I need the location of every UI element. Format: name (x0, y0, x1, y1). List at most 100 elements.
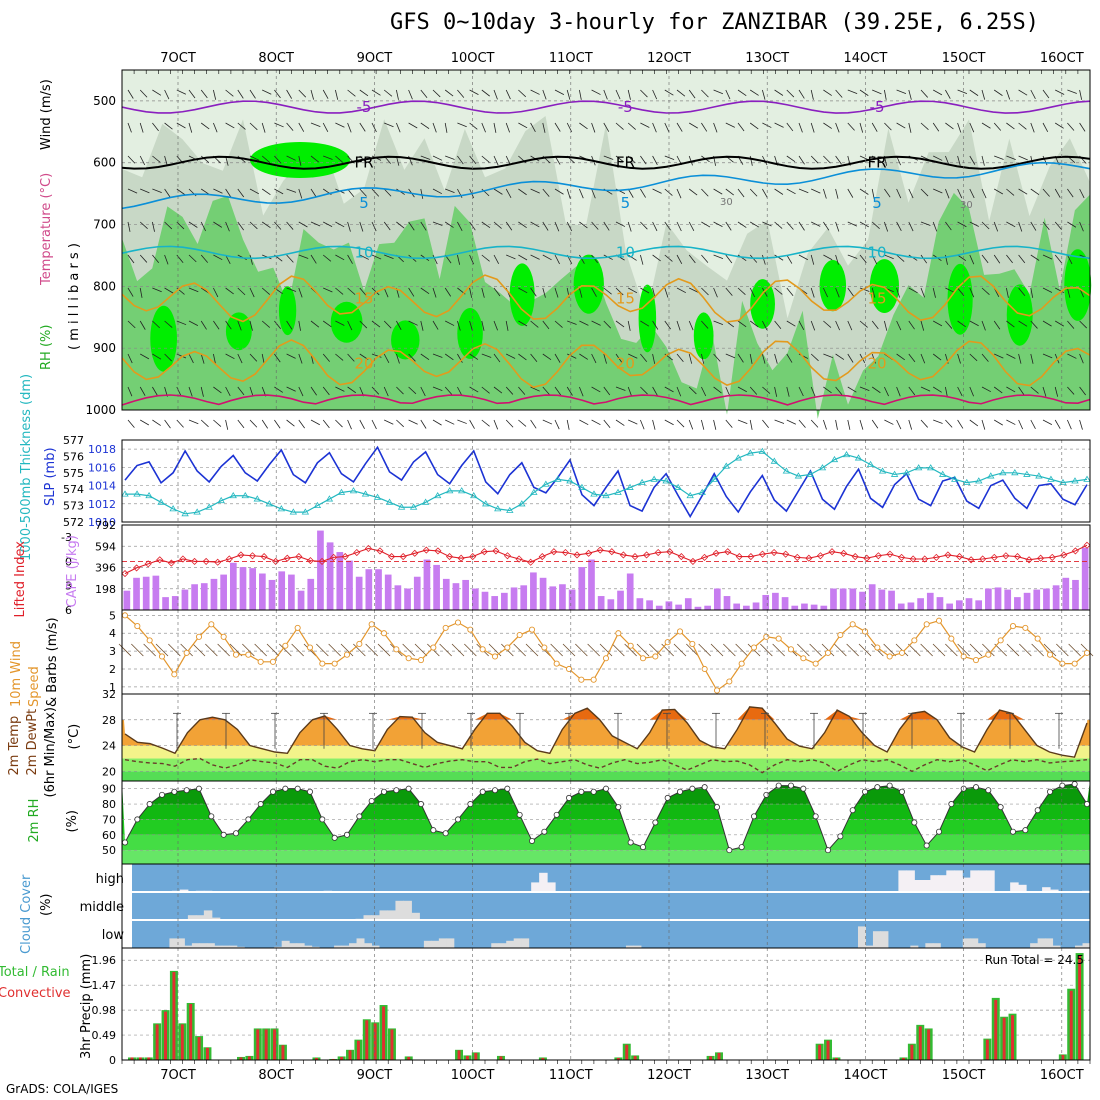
thickness-point (277, 505, 286, 512)
wind-barb (823, 254, 833, 261)
wind-barb (286, 122, 294, 131)
wind-barb (310, 254, 317, 264)
cloud-bar-low (214, 945, 223, 948)
precip-convective-bar (994, 999, 998, 1060)
wind-barb (493, 89, 498, 100)
wind-barb (481, 287, 485, 298)
wind-barb (505, 221, 513, 231)
wind-barb (786, 386, 790, 397)
wind-barb (298, 419, 305, 429)
wind-barb (396, 353, 400, 364)
wind-speed-point (146, 637, 153, 644)
wind-barb-10m (291, 643, 304, 657)
wind-barb (933, 155, 943, 161)
wind-barb-10m (118, 643, 132, 657)
thickness-point (133, 490, 141, 497)
wind-barb (676, 320, 681, 331)
wind-barb (871, 188, 875, 199)
wind-barb (676, 353, 684, 362)
wind-barb (945, 287, 955, 293)
cloud-unit-label: (%) (39, 894, 54, 917)
wind-barb (969, 386, 974, 397)
cape-bar (568, 589, 576, 610)
cape-bar (704, 605, 711, 610)
wind-barb (798, 320, 805, 330)
thickness-point (746, 449, 755, 456)
cloud-bar-low (498, 943, 507, 948)
wind-barb-10m (451, 643, 465, 657)
wind-speed-point (183, 649, 190, 656)
wind-barb (1006, 419, 1016, 425)
wind-barb (579, 320, 589, 326)
wind-speed-point (849, 621, 856, 628)
cloud-bar-high (962, 877, 971, 892)
thickness-point (794, 472, 803, 479)
rh-saturated-patch (573, 254, 604, 314)
date-label-top: 10OCT (451, 51, 495, 66)
wind-barb (993, 386, 1003, 394)
lifted-index-point (480, 548, 488, 556)
wind-barb (1030, 419, 1036, 430)
wind-barb (689, 287, 699, 293)
wind-barb (310, 221, 321, 227)
cape-bar (355, 576, 363, 610)
wind-speed-point (664, 639, 671, 646)
rh-band (122, 850, 1090, 864)
wind-barb (127, 353, 133, 364)
cape-bar (588, 559, 595, 610)
rh-point (171, 788, 178, 795)
date-label-bottom: 14OCT (844, 1068, 888, 1083)
panel-frame (121, 439, 1091, 523)
wind-barb (1067, 320, 1075, 329)
wind-barb (762, 386, 771, 394)
lifted-index-point (1071, 547, 1079, 555)
wind-barb (493, 353, 501, 363)
precip-tick-label: 1.47 (92, 979, 117, 992)
wind-barb (1042, 386, 1047, 397)
slp-line (124, 445, 1088, 519)
wind-barb-10m (587, 643, 600, 657)
rh-point (775, 782, 782, 789)
wind-barb (445, 320, 455, 326)
date-label-top: 8OCT (258, 51, 294, 66)
cloud-bar-high (906, 870, 915, 892)
cloud-bar-low (289, 943, 298, 948)
wind-barb (139, 122, 144, 133)
wind-barb (505, 419, 514, 428)
wind-barb (1030, 188, 1040, 196)
wind-barb (688, 419, 694, 430)
wind-barb (371, 419, 377, 430)
wind-barb (579, 89, 582, 100)
cape-bar (1033, 589, 1041, 610)
rh-point (837, 833, 844, 840)
wind-barb (237, 287, 246, 296)
wind-barb (249, 122, 258, 131)
wind-barb (640, 188, 646, 198)
wind-barb-10m (525, 643, 539, 657)
rh-saturated-patch (947, 263, 973, 335)
temp-ylabel: 2m Temp 2m DewPt (6hr Min/Max) (°C) (7, 707, 82, 797)
cross-section-ylabels: RH (%)Temperature (°C)Wind (m/s) (39, 79, 54, 370)
wind-barb (213, 89, 217, 100)
wind-barb (542, 254, 552, 261)
wind-barb (664, 419, 674, 426)
lifted-index-point (747, 553, 755, 561)
lifted-index-axis-label: Lifted Index (13, 541, 28, 618)
wind-barb (213, 221, 223, 228)
cape-bar (307, 578, 315, 610)
wind-barb (347, 254, 353, 264)
cloud-bar-middle (379, 910, 388, 920)
wind-barb (786, 419, 797, 425)
lifted-index-point (608, 548, 616, 556)
thickness-point (578, 483, 586, 490)
wind-barb (957, 122, 962, 133)
lifted-index-point (1037, 554, 1045, 562)
wind-barb (139, 254, 148, 263)
wind-barb (1067, 419, 1072, 430)
wind-barb (859, 287, 870, 292)
cloud-bar-low (506, 940, 515, 948)
wind-barb (371, 353, 382, 358)
rh-saturated-patch (1006, 284, 1033, 346)
rh-point (701, 784, 708, 791)
